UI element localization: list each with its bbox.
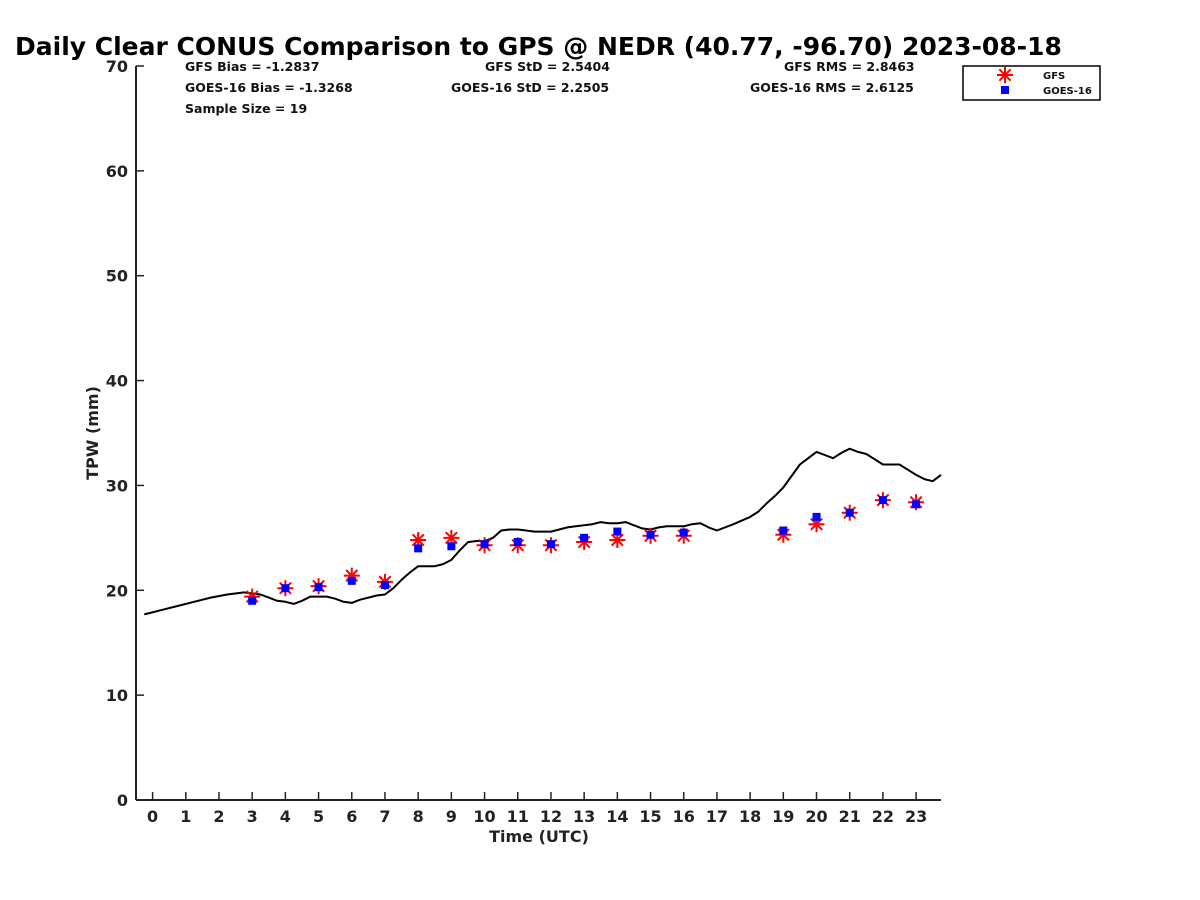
- x-tick-label: 3: [247, 807, 258, 826]
- x-tick-label: 8: [413, 807, 424, 826]
- y-ticks: 0 10 20 30 40 50 60 70: [106, 57, 144, 810]
- y-tick-label: 70: [106, 57, 128, 76]
- x-tick-label: 21: [839, 807, 861, 826]
- goes16-point: [513, 538, 522, 547]
- x-tick-label: 1: [180, 807, 191, 826]
- x-tick-label: 5: [313, 807, 324, 826]
- goes16-point: [248, 596, 257, 605]
- goes16-point: [314, 583, 323, 592]
- goes16-point: [447, 542, 456, 551]
- legend-gfs-star: [997, 67, 1013, 83]
- y-tick-label: 30: [106, 476, 128, 495]
- chart-title: Daily Clear CONUS Comparison to GPS @ NE…: [15, 32, 1062, 61]
- goes16-point: [546, 540, 555, 549]
- x-tick-label: 23: [905, 807, 927, 826]
- gfs-star-stroke: [411, 533, 425, 547]
- legend-gfs-label: GFS: [1043, 71, 1065, 82]
- x-tick-label: 4: [280, 807, 291, 826]
- gfs-star-stroke: [998, 68, 1012, 82]
- axes: [135, 66, 941, 801]
- legend: GFS GOES-16: [962, 65, 1101, 101]
- y-tick-label: 0: [117, 791, 128, 810]
- legend-box: [962, 65, 1101, 101]
- goes16-point: [779, 526, 788, 535]
- y-axis-label: TPW (mm): [83, 386, 102, 480]
- goes16-point: [679, 528, 688, 537]
- goes16-point: [878, 496, 887, 505]
- x-tick-label: 12: [540, 807, 562, 826]
- gfs-point: [609, 531, 626, 548]
- goes16-point: [281, 584, 290, 593]
- goes-rms-text: GOES-16 RMS = 2.6125: [750, 80, 914, 95]
- goes16-point: [812, 512, 821, 521]
- y-tick-label: 40: [106, 372, 128, 391]
- goes16-point: [613, 527, 622, 536]
- gfs-star-stroke: [610, 533, 624, 547]
- legend-goes-label: GOES-16: [1043, 86, 1092, 97]
- x-tick-label: 6: [346, 807, 357, 826]
- x-tick-label: 19: [772, 807, 794, 826]
- y-tick-label: 60: [106, 162, 128, 181]
- x-tick-label: 20: [805, 807, 827, 826]
- gfs-point: [443, 529, 460, 546]
- x-tick-label: 14: [606, 807, 628, 826]
- goes16-point: [480, 540, 489, 549]
- x-tick-label: 22: [872, 807, 894, 826]
- gfs-std-text: GFS StD = 2.5404: [485, 59, 610, 74]
- y-tick-label: 10: [106, 686, 128, 705]
- y-tick-label: 50: [106, 267, 128, 286]
- legend-goes-marker: [1001, 86, 1009, 94]
- x-tick-label: 0: [147, 807, 158, 826]
- gps-line: [144, 447, 942, 616]
- goes16-point: [845, 508, 854, 517]
- x-tick-label: 16: [673, 807, 695, 826]
- x-tick-label: 15: [639, 807, 661, 826]
- plot-area: [144, 447, 942, 616]
- goes16-point: [347, 576, 356, 585]
- goes16-point: [912, 500, 921, 509]
- x-tick-label: 7: [379, 807, 390, 826]
- x-tick-label: 9: [446, 807, 457, 826]
- goes-bias-text: GOES-16 Bias = -1.3268: [185, 80, 353, 95]
- goes-std-text: GOES-16 StD = 2.2505: [451, 80, 609, 95]
- x-tick-label: 13: [573, 807, 595, 826]
- legend-gfs-marker: [997, 67, 1013, 83]
- goes16-point: [414, 544, 423, 553]
- goes16-point: [380, 581, 389, 590]
- goes16-point: [580, 533, 589, 542]
- gfs-bias-text: GFS Bias = -1.2837: [185, 59, 319, 74]
- legend-goes-square: [1001, 86, 1009, 94]
- gfs-rms-text: GFS RMS = 2.8463: [784, 59, 915, 74]
- x-tick-label: 18: [739, 807, 761, 826]
- x-tick-label: 10: [473, 807, 495, 826]
- goes16-point: [646, 530, 655, 539]
- x-tick-label: 17: [706, 807, 728, 826]
- sample-size-text: Sample Size = 19: [185, 101, 307, 116]
- gfs-star-stroke: [444, 531, 458, 545]
- y-tick-label: 20: [106, 581, 128, 600]
- x-tick-label: 2: [213, 807, 224, 826]
- x-tick-label: 11: [507, 807, 529, 826]
- x-ticks: 0 1 2 3 4 5 6 7 8 9 10 11 12 13 14 15 16 17 18 19 20 21 22 23: [147, 792, 927, 826]
- x-axis-label: Time (UTC): [489, 827, 589, 846]
